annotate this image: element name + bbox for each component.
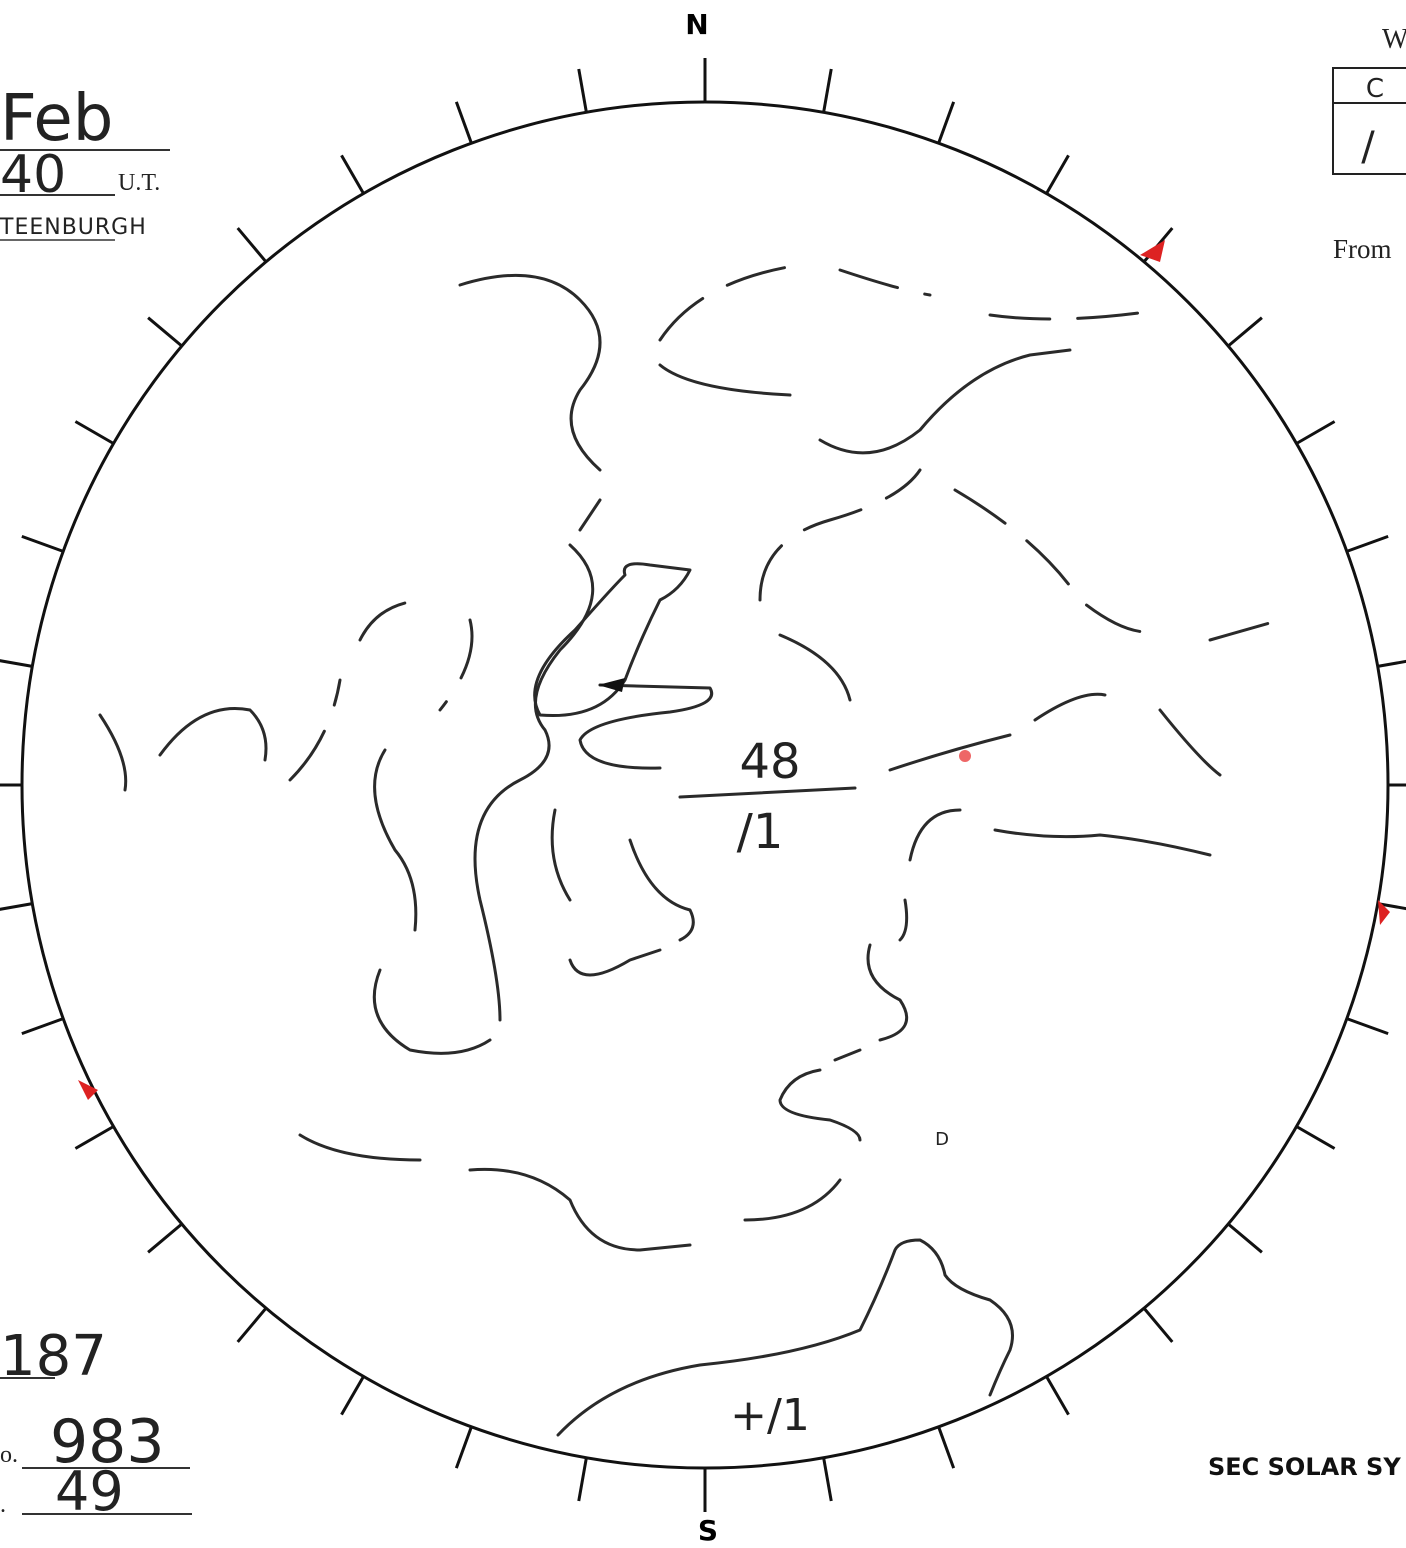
disk-tick — [22, 1019, 63, 1034]
disk-tick — [238, 1308, 266, 1342]
disk-tick — [75, 1127, 113, 1149]
sketch-line — [630, 840, 693, 940]
disk-tick — [1228, 1224, 1262, 1252]
from-label: From — [1333, 234, 1392, 264]
sketch-line — [910, 810, 1210, 860]
disk-tick — [579, 1458, 587, 1501]
disk-tick — [579, 69, 587, 112]
sketch-line — [835, 900, 907, 1060]
sketch-line — [580, 470, 920, 600]
organization: SEC SOLAR SY — [1208, 1453, 1401, 1481]
sketch-line — [580, 685, 712, 768]
sketch-line — [660, 350, 1070, 453]
spot-region — [535, 564, 690, 716]
sketch-line — [955, 490, 1280, 640]
disk-tick — [148, 1224, 182, 1252]
sketch-features — [100, 265, 1280, 1435]
sketch-line — [660, 265, 1160, 340]
sketch-line — [300, 1135, 690, 1250]
disk-tick — [939, 1427, 954, 1468]
sketch-line — [1160, 710, 1220, 775]
small-mark: D — [935, 1129, 949, 1150]
time-unit: U.T. — [118, 170, 160, 196]
red-marker — [78, 1080, 98, 1100]
side-title: W — [1382, 24, 1406, 55]
disk-tick — [1296, 1127, 1334, 1149]
sketch-line — [780, 1070, 860, 1140]
north-label: N — [685, 8, 708, 41]
disk-tick — [1347, 536, 1388, 551]
disk-tick — [238, 228, 266, 262]
disk-tick — [148, 318, 182, 346]
disk-tick — [939, 102, 954, 143]
sketch-line — [745, 1180, 840, 1220]
disk-tick — [342, 155, 364, 193]
south-label: S — [698, 1514, 718, 1547]
disk-tick — [1228, 318, 1262, 346]
page: {"header": {"date": "Feb", "time": "40",… — [0, 0, 1406, 1548]
disk-tick — [75, 422, 113, 444]
observer: TEENBURGH — [0, 215, 147, 240]
sketch-line — [552, 810, 660, 975]
disk-tick — [1144, 1308, 1172, 1342]
disk-tick — [456, 1427, 471, 1468]
disk-tick — [1047, 155, 1069, 193]
disk-tick — [0, 904, 32, 912]
arrow-head — [598, 678, 625, 692]
sketch-line — [374, 750, 490, 1053]
sketch-sheet: N S Feb 40 U.T. TEENBURGH W C / From — [0, 0, 1406, 1548]
sketch-line — [100, 708, 266, 790]
disk-tick — [1347, 1019, 1388, 1034]
no-label: o. — [0, 1442, 18, 1468]
red-marker — [1140, 240, 1165, 262]
region-class: /1 — [737, 804, 784, 860]
red-markers — [78, 240, 1390, 1100]
solar-disk — [22, 102, 1388, 1468]
disk-tick — [342, 1376, 364, 1414]
sheet-number: 187 — [0, 1324, 107, 1389]
disk-tick — [22, 536, 63, 551]
sketch-line — [460, 275, 600, 470]
disk-tick — [0, 659, 32, 667]
disk-tick — [824, 1458, 832, 1501]
b-label: . — [0, 1492, 6, 1518]
disk-tick — [456, 102, 471, 143]
sketch-line — [780, 635, 1105, 770]
region-number: 48 — [739, 734, 800, 790]
disk-tick — [824, 69, 832, 112]
sketch-line — [475, 545, 593, 1020]
region-class: +/1 — [730, 1390, 810, 1441]
red-marker — [959, 750, 971, 762]
disk-tick — [1047, 1376, 1069, 1414]
table-header: C — [1366, 74, 1384, 104]
disk-ticks — [0, 58, 1406, 1512]
disk-tick — [1378, 659, 1406, 667]
table-value: / — [1361, 124, 1375, 170]
sketch-line — [290, 600, 472, 780]
disk-tick — [1296, 422, 1334, 444]
